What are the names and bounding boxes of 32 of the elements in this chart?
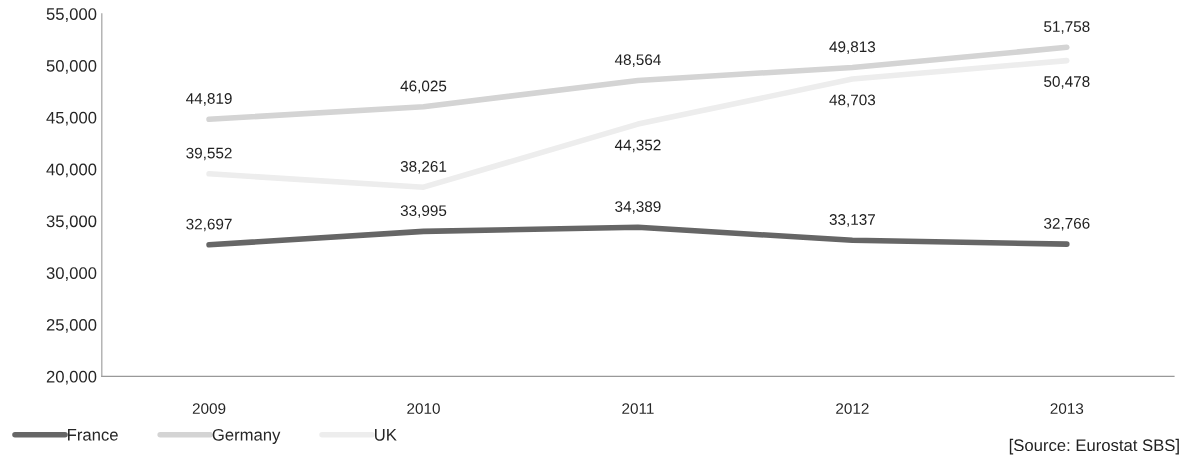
data-label: 50,478 xyxy=(1044,76,1090,89)
data-label: 49,813 xyxy=(829,41,876,54)
data-label: 34,389 xyxy=(615,201,661,214)
data-label: 32,766 xyxy=(1044,217,1090,231)
legend-label: France xyxy=(68,429,118,441)
y-tick-label: 20,000 xyxy=(46,370,97,385)
data-label: 39,552 xyxy=(186,147,232,161)
data-label: 46,025 xyxy=(400,80,447,94)
data-label: 33,995 xyxy=(400,205,447,218)
x-tick-label: 2010 xyxy=(407,403,440,414)
y-tick-label: 35,000 xyxy=(46,215,97,230)
data-label: 32,697 xyxy=(186,218,232,232)
y-tick-label: 25,000 xyxy=(46,318,97,333)
x-tick-label: 2013 xyxy=(1050,403,1084,414)
x-tick-label: 2011 xyxy=(622,403,654,414)
data-label: 51,758 xyxy=(1044,21,1090,34)
text: [Source: Eurostat SBS] xyxy=(1009,438,1179,455)
legend-label: UK xyxy=(375,429,397,441)
data-label: 38,261 xyxy=(400,161,447,174)
data-label: 44,352 xyxy=(614,139,661,153)
y-tick-label: 40,000 xyxy=(46,163,97,178)
data-label: 48,703 xyxy=(829,94,876,108)
x-tick-label: 2012 xyxy=(836,403,869,414)
legend-label: Germany xyxy=(212,428,281,444)
y-tick-label: 50,000 xyxy=(46,59,97,74)
data-label: 33,137 xyxy=(829,214,875,227)
data-label: 44,819 xyxy=(186,93,232,106)
x-tick-label: 2009 xyxy=(192,403,226,414)
y-tick-label: 30,000 xyxy=(46,267,97,281)
y-tick-label: 45,000 xyxy=(46,111,97,126)
data-label: 48,564 xyxy=(614,54,661,67)
y-tick-label: 55,000 xyxy=(46,8,97,22)
